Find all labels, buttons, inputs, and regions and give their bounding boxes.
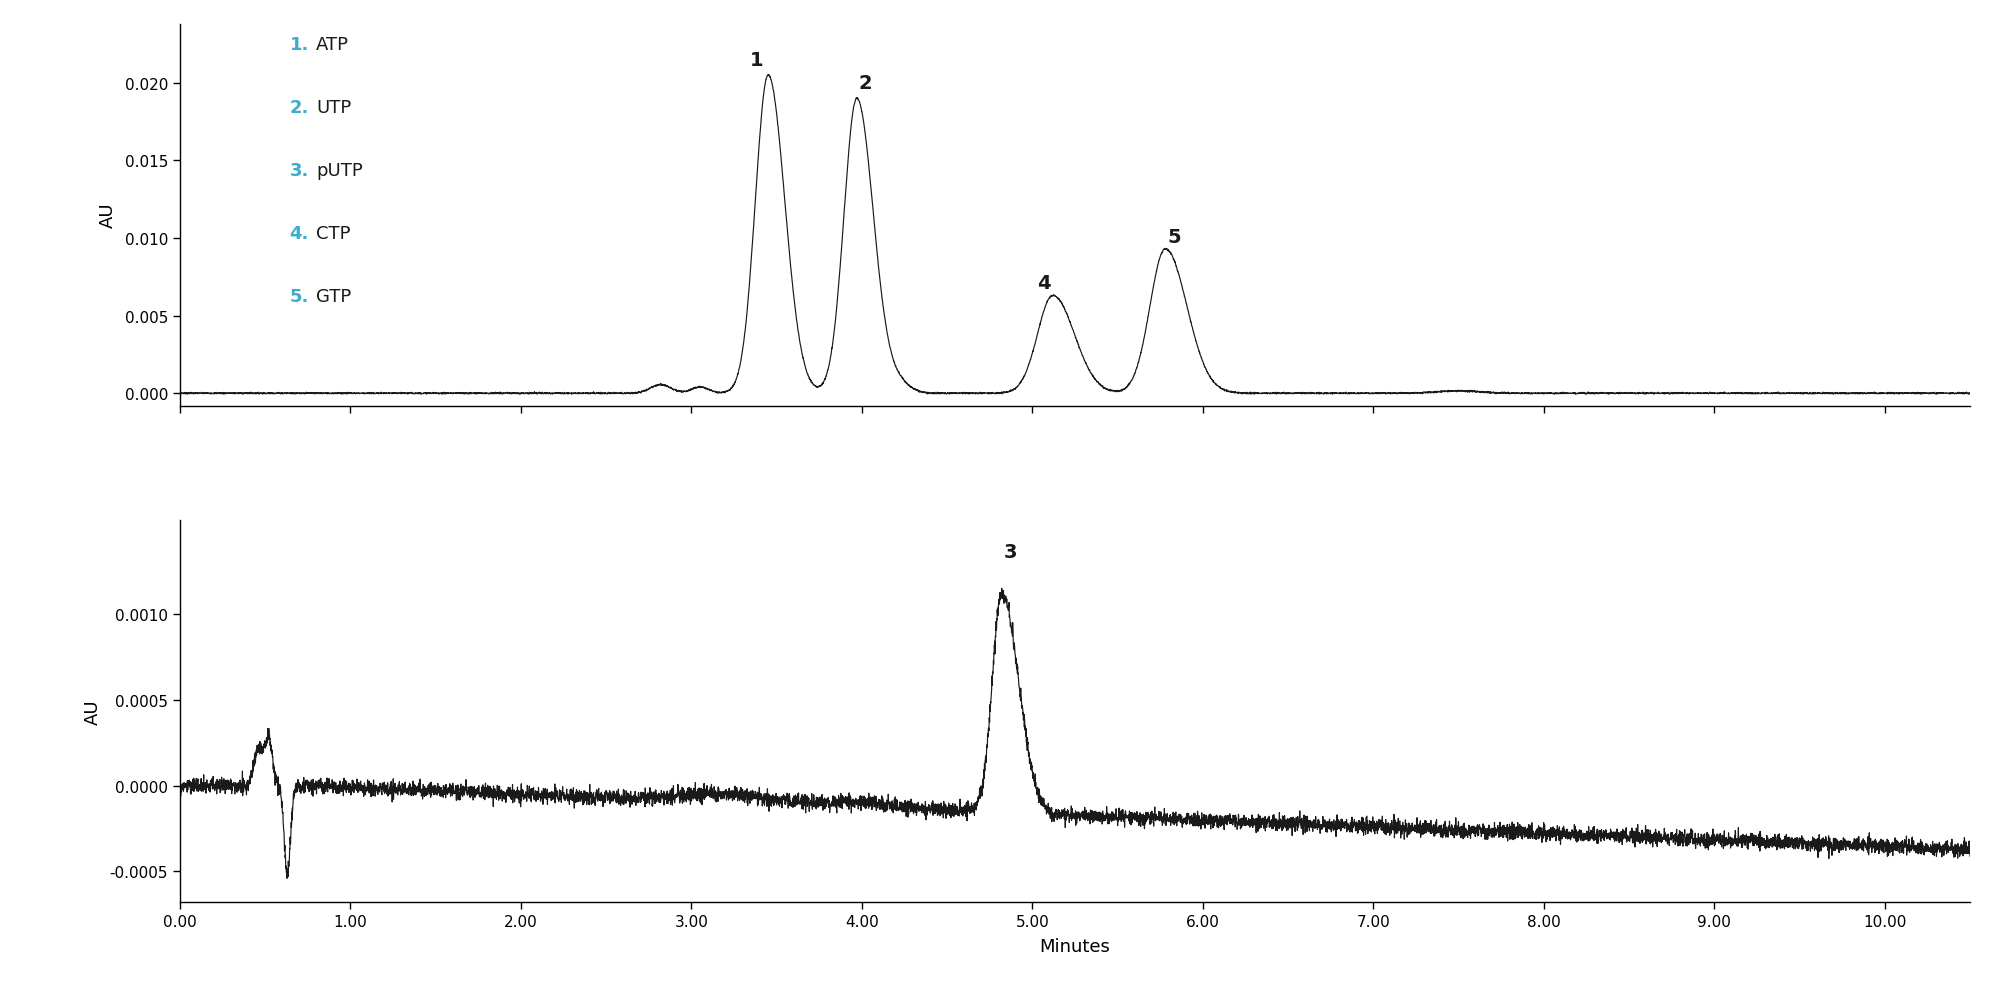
Text: 5: 5 [1168, 228, 1180, 246]
Text: 2.: 2. [290, 99, 308, 117]
Y-axis label: AU: AU [84, 699, 102, 725]
Text: GTP: GTP [316, 288, 352, 306]
Text: ATP: ATP [316, 36, 350, 54]
Text: CTP: CTP [316, 225, 350, 243]
Text: 1.: 1. [290, 36, 308, 54]
Y-axis label: AU: AU [98, 202, 116, 228]
Text: 1: 1 [750, 50, 764, 70]
X-axis label: Minutes: Minutes [1040, 938, 1110, 955]
Text: pUTP: pUTP [316, 162, 362, 180]
Text: 4: 4 [1038, 274, 1052, 293]
Text: 2: 2 [858, 74, 872, 93]
Text: UTP: UTP [316, 99, 352, 117]
Text: 3: 3 [1004, 542, 1016, 562]
Text: 3.: 3. [290, 162, 308, 180]
Text: 4.: 4. [290, 225, 308, 243]
Text: 5.: 5. [290, 288, 308, 306]
